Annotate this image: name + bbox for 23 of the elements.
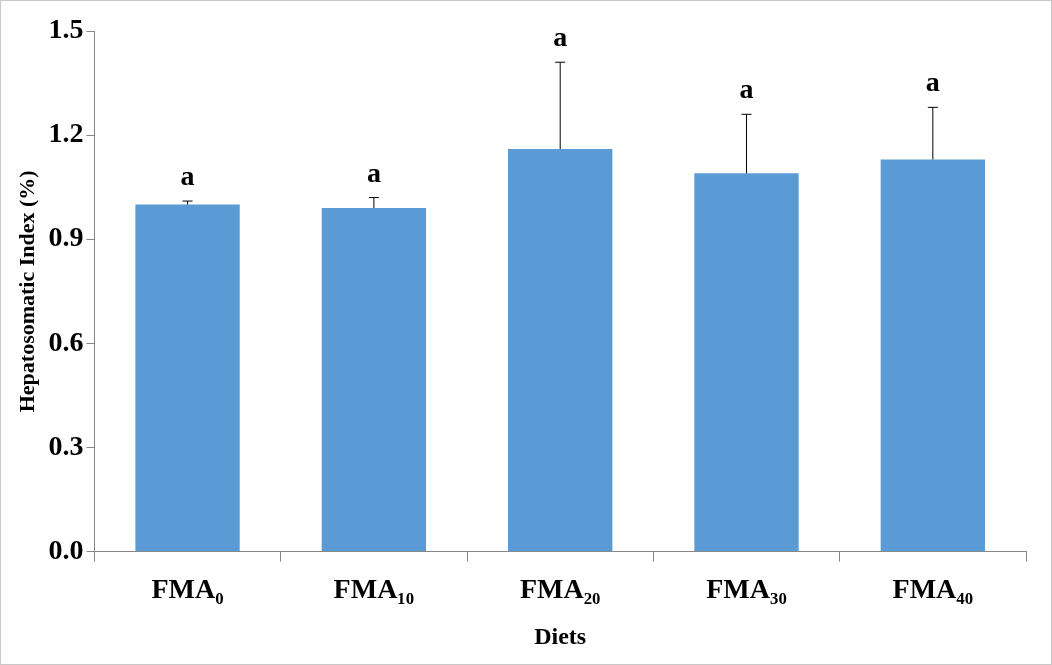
x-tick-label: FMA₂₀ bbox=[519, 572, 601, 604]
bar bbox=[694, 173, 799, 552]
annotation: a bbox=[180, 160, 195, 192]
x-tick-label: FMA₀ bbox=[151, 572, 224, 604]
bar bbox=[880, 159, 986, 552]
y-axis-title: Hepatosomatic Index (%) bbox=[13, 170, 39, 413]
bar bbox=[321, 208, 427, 552]
annotation: a bbox=[925, 66, 940, 98]
x-tick-label: FMA₄₀ bbox=[892, 572, 974, 604]
x-tick-label: FMA₁₀ bbox=[333, 572, 415, 604]
x-tick-label: FMA₃₀ bbox=[706, 572, 787, 604]
y-tick-label: 1.2 bbox=[48, 117, 84, 149]
x-axis-title: Diets bbox=[534, 622, 587, 649]
bar bbox=[508, 149, 613, 552]
y-tick-label: 0.6 bbox=[48, 325, 84, 357]
y-tick-label: 0.0 bbox=[48, 533, 84, 565]
annotation: a bbox=[553, 21, 568, 53]
bar bbox=[135, 204, 240, 552]
y-tick-label: 0.3 bbox=[48, 429, 84, 461]
y-tick-label: 1.5 bbox=[48, 13, 84, 45]
y-tick-label: 0.9 bbox=[48, 221, 84, 253]
annotation: a bbox=[366, 156, 381, 188]
annotation: a bbox=[739, 73, 754, 105]
